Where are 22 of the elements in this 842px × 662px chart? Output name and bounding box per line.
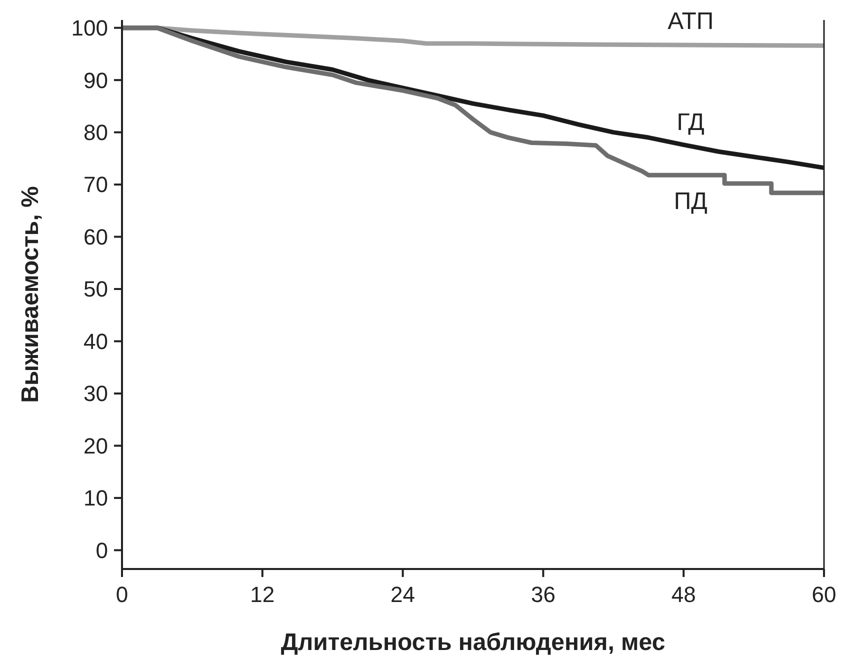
x-tick-label: 24	[390, 582, 416, 607]
y-tick-label: 80	[84, 120, 108, 146]
series-label: АТП	[668, 8, 714, 35]
y-tick-label: 20	[84, 433, 108, 458]
y-tick-label: 60	[84, 224, 108, 250]
y-axis-title: Выживаемость, %	[17, 186, 44, 403]
y-tick-label: 0	[96, 538, 108, 563]
y-tick-label: 100	[71, 16, 108, 41]
x-tick-label: 48	[671, 582, 696, 607]
series-label: ГД	[676, 109, 704, 136]
x-tick-label: 60	[812, 582, 836, 607]
y-tick-label: 10	[84, 486, 108, 511]
series-label: ПД	[674, 188, 708, 216]
x-tick-label: 0	[116, 582, 128, 607]
x-tick-label: 36	[530, 582, 556, 607]
x-axis-title: Длительность наблюдения, мес	[280, 629, 666, 656]
y-tick-label: 40	[84, 328, 108, 354]
y-tick-label: 70	[84, 172, 108, 198]
y-tick-label: 90	[84, 68, 108, 93]
y-tick-label: 30	[84, 381, 108, 406]
x-tick-label: 12	[250, 582, 275, 607]
y-tick-label: 50	[84, 276, 108, 302]
